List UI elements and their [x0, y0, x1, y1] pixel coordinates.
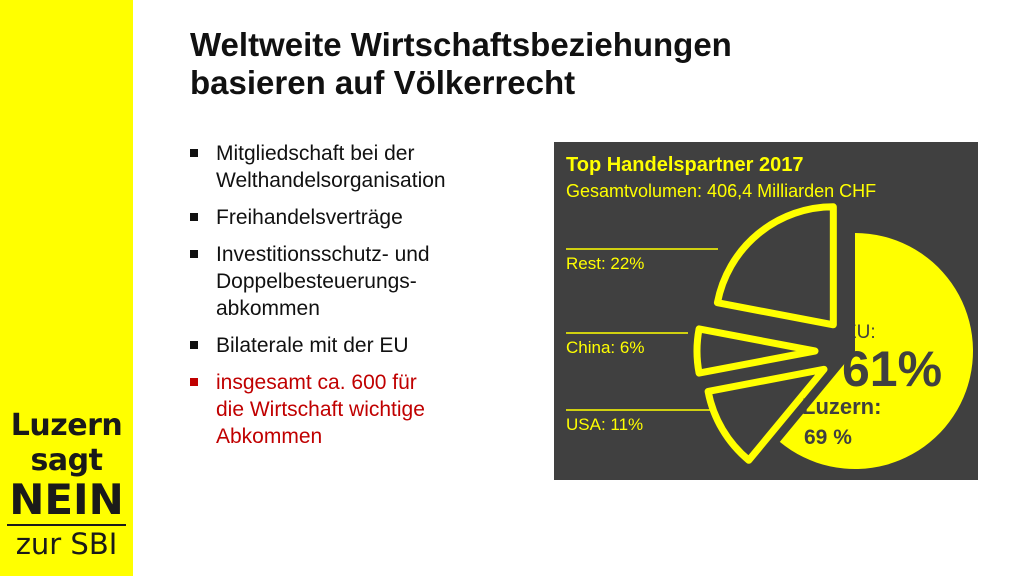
luzern-annotation-label: Luzern:: [802, 394, 881, 419]
bullet-text-line: Doppelbesteuerungs-: [216, 270, 417, 293]
bullet-text-line: Bilaterale mit der EU: [216, 334, 409, 357]
brand-sidebar: Luzern sagt NEIN zur SBI: [0, 0, 133, 576]
slice-label-rest: Rest: 22%: [566, 254, 644, 273]
trade-partner-chart: Top Handelspartner 2017 Gesamtvolumen: 40…: [554, 142, 978, 480]
slice-label-eu-prefix: EU:: [844, 322, 876, 343]
bullet-square-icon: [190, 378, 198, 386]
brand-sagt: sagt: [30, 443, 103, 478]
slide-title: Weltweite Wirtschaftsbeziehungen basiere…: [190, 26, 990, 102]
campaign-logo: Luzern sagt NEIN zur SBI: [0, 408, 133, 562]
slice-label-eu-value: 61%: [842, 341, 942, 397]
slice-label-china: China: 6%: [566, 338, 644, 357]
brand-zur-sbi: zur SBI: [15, 527, 118, 561]
chart-title: Top Handelspartner 2017: [566, 154, 803, 176]
brand-luzern: Luzern: [10, 408, 123, 443]
bullet-text-line: Welthandelsorganisation: [216, 169, 446, 192]
bullet-item: insgesamt ca. 600 für die Wirtschaft wich…: [188, 369, 518, 450]
bullet-text-line: Abkommen: [216, 425, 323, 448]
bullet-square-icon: [190, 250, 198, 258]
bullet-text-line: Freihandelsverträge: [216, 206, 403, 229]
bullet-item: Investitionsschutz- und Doppelbesteuerung…: [188, 241, 518, 322]
bullet-square-icon: [190, 149, 198, 157]
bullet-text-line: abkommen: [216, 297, 320, 320]
bullet-text-line: die Wirtschaft wichtige: [216, 398, 425, 421]
pie-slice-rest: [713, 203, 837, 329]
pie-slice-china: [693, 325, 819, 377]
bullet-text-line: Investitionsschutz- und: [216, 243, 430, 266]
bullet-list: Mitgliedschaft bei der Welthandelsorganis…: [188, 140, 518, 460]
bullet-text-line: Mitgliedschaft bei der: [216, 142, 415, 165]
brand-nein: NEIN: [7, 475, 126, 526]
slide-title-line2: basieren auf Völkerrecht: [190, 64, 576, 101]
pie-chart: Top Handelspartner 2017 Gesamtvolumen: 40…: [566, 154, 973, 469]
chart-subtitle: Gesamtvolumen: 406,4 Milliarden CHF: [566, 181, 876, 201]
bullet-item: Bilaterale mit der EU: [188, 332, 518, 359]
luzern-annotation-value: 69 %: [804, 426, 852, 449]
pie-slice-eu: [779, 233, 973, 469]
bullet-square-icon: [190, 213, 198, 221]
slice-label-usa: USA: 11%: [566, 415, 643, 434]
bullet-item: Freihandelsverträge: [188, 204, 518, 231]
bullet-square-icon: [190, 341, 198, 349]
slide-title-line1: Weltweite Wirtschaftsbeziehungen: [190, 26, 732, 63]
bullet-text-line: insgesamt ca. 600 für: [216, 371, 417, 394]
bullet-item: Mitgliedschaft bei der Welthandelsorganis…: [188, 140, 518, 194]
pie-slice-usa: [704, 365, 828, 464]
